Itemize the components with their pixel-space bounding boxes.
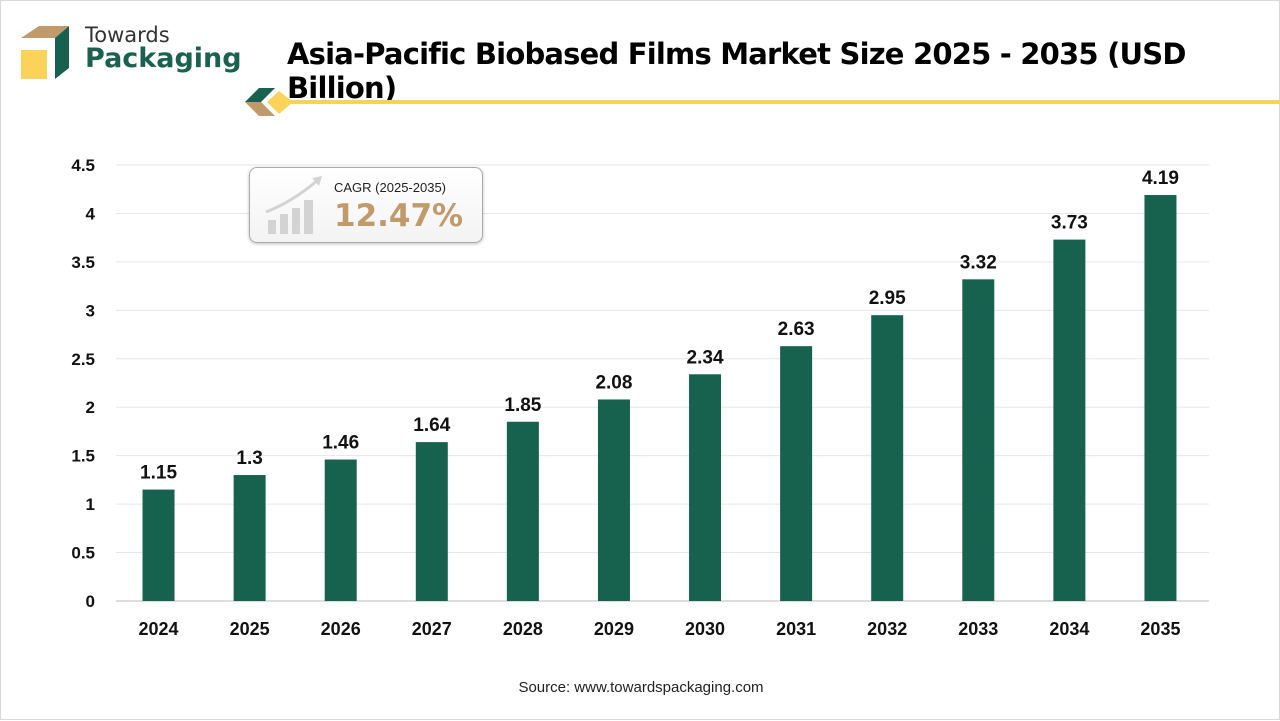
bar-2030 bbox=[689, 374, 722, 601]
data-label-2025: 1.3 bbox=[236, 448, 262, 469]
logo-box-icon bbox=[21, 26, 69, 79]
data-label-2024: 1.15 bbox=[140, 463, 177, 484]
bar-2026 bbox=[324, 459, 357, 601]
y-tick-label: 3.5 bbox=[71, 253, 95, 272]
y-tick-label: 4 bbox=[86, 204, 96, 223]
data-label-2026: 1.46 bbox=[322, 433, 359, 454]
y-tick-label: 4.5 bbox=[71, 156, 95, 175]
x-tick-label-2024: 2024 bbox=[139, 619, 179, 639]
data-label-2035: 4.19 bbox=[1142, 168, 1179, 189]
bar-2028 bbox=[506, 421, 539, 601]
y-tick-label: 2 bbox=[86, 398, 95, 417]
bar-2032 bbox=[871, 315, 904, 601]
x-tick-label-2028: 2028 bbox=[503, 619, 543, 639]
bar-2034 bbox=[1053, 239, 1086, 602]
y-tick-label: 3 bbox=[86, 301, 95, 320]
x-tick-label-2035: 2035 bbox=[1140, 619, 1180, 639]
bar-2031 bbox=[780, 346, 813, 601]
bar-2024 bbox=[142, 489, 175, 601]
cagr-box: CAGR (2025-2035) 12.47% bbox=[249, 167, 483, 243]
chart-title: Asia-Pacific Biobased Films Market Size … bbox=[287, 37, 1186, 105]
y-tick-label: 0 bbox=[86, 592, 95, 611]
data-label-2032: 2.95 bbox=[869, 288, 906, 309]
x-tick-label-2032: 2032 bbox=[867, 619, 907, 639]
x-tick-label-2025: 2025 bbox=[230, 619, 270, 639]
data-label-2034: 3.73 bbox=[1051, 213, 1088, 234]
y-tick-label: 2.5 bbox=[71, 350, 95, 369]
bar-2029 bbox=[597, 399, 630, 601]
cagr-label: CAGR (2025-2035) bbox=[334, 180, 446, 195]
logo: Towards Packaging bbox=[19, 23, 242, 83]
x-tick-label-2030: 2030 bbox=[685, 619, 725, 639]
data-label-2030: 2.34 bbox=[687, 347, 724, 368]
x-tick-label-2033: 2033 bbox=[958, 619, 998, 639]
data-label-2028: 1.85 bbox=[504, 395, 541, 416]
x-tick-label-2027: 2027 bbox=[412, 619, 452, 639]
x-tick-label-2029: 2029 bbox=[594, 619, 634, 639]
logo-text-packaging: Packaging bbox=[85, 43, 242, 74]
logo-text-towards: Towards bbox=[85, 23, 170, 47]
y-tick-label: 1.5 bbox=[71, 447, 95, 466]
data-label-2027: 1.64 bbox=[413, 415, 450, 436]
data-label-2033: 3.32 bbox=[960, 252, 997, 273]
y-tick-label: 1 bbox=[86, 495, 95, 514]
y-tick-label: 0.5 bbox=[71, 544, 95, 563]
bar-2033 bbox=[962, 279, 995, 601]
cagr-value: 12.47% bbox=[334, 198, 464, 234]
data-label-2031: 2.63 bbox=[778, 319, 815, 340]
bar-2035 bbox=[1144, 195, 1177, 601]
data-label-2029: 2.08 bbox=[595, 372, 632, 393]
title-underline-decoration bbox=[245, 88, 1280, 116]
bar-2025 bbox=[233, 475, 266, 601]
x-tick-label-2026: 2026 bbox=[321, 619, 361, 639]
x-tick-label-2034: 2034 bbox=[1049, 619, 1089, 639]
source-note: Source: www.towardspackaging.com bbox=[518, 679, 764, 696]
growth-chart-icon bbox=[265, 176, 322, 234]
x-tick-label-2031: 2031 bbox=[776, 619, 816, 639]
bar-2027 bbox=[415, 442, 448, 601]
